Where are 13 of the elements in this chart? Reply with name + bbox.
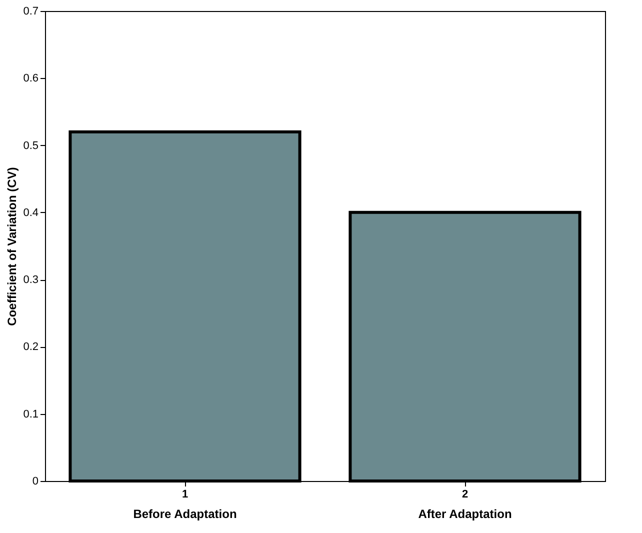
x-tick-label: 1 — [182, 488, 188, 500]
y-tick-label: 0.1 — [23, 408, 38, 420]
text: Before Adaptation — [133, 507, 237, 521]
y-tick-label: 0.5 — [23, 140, 38, 152]
y-tick-label: 0 — [32, 476, 38, 488]
text: After Adaptation — [418, 507, 512, 521]
y-tick-label: 0.6 — [23, 72, 38, 85]
y-tick-label: 0.7 — [23, 6, 38, 18]
x-tick-label: 2 — [462, 488, 468, 500]
y-tick-label: 0.3 — [23, 274, 38, 286]
y-tick-label: 0.4 — [23, 206, 38, 219]
y-tick-label: 0.2 — [23, 341, 38, 354]
y-axis-title: Coefficient of Variation (CV) — [5, 167, 20, 326]
